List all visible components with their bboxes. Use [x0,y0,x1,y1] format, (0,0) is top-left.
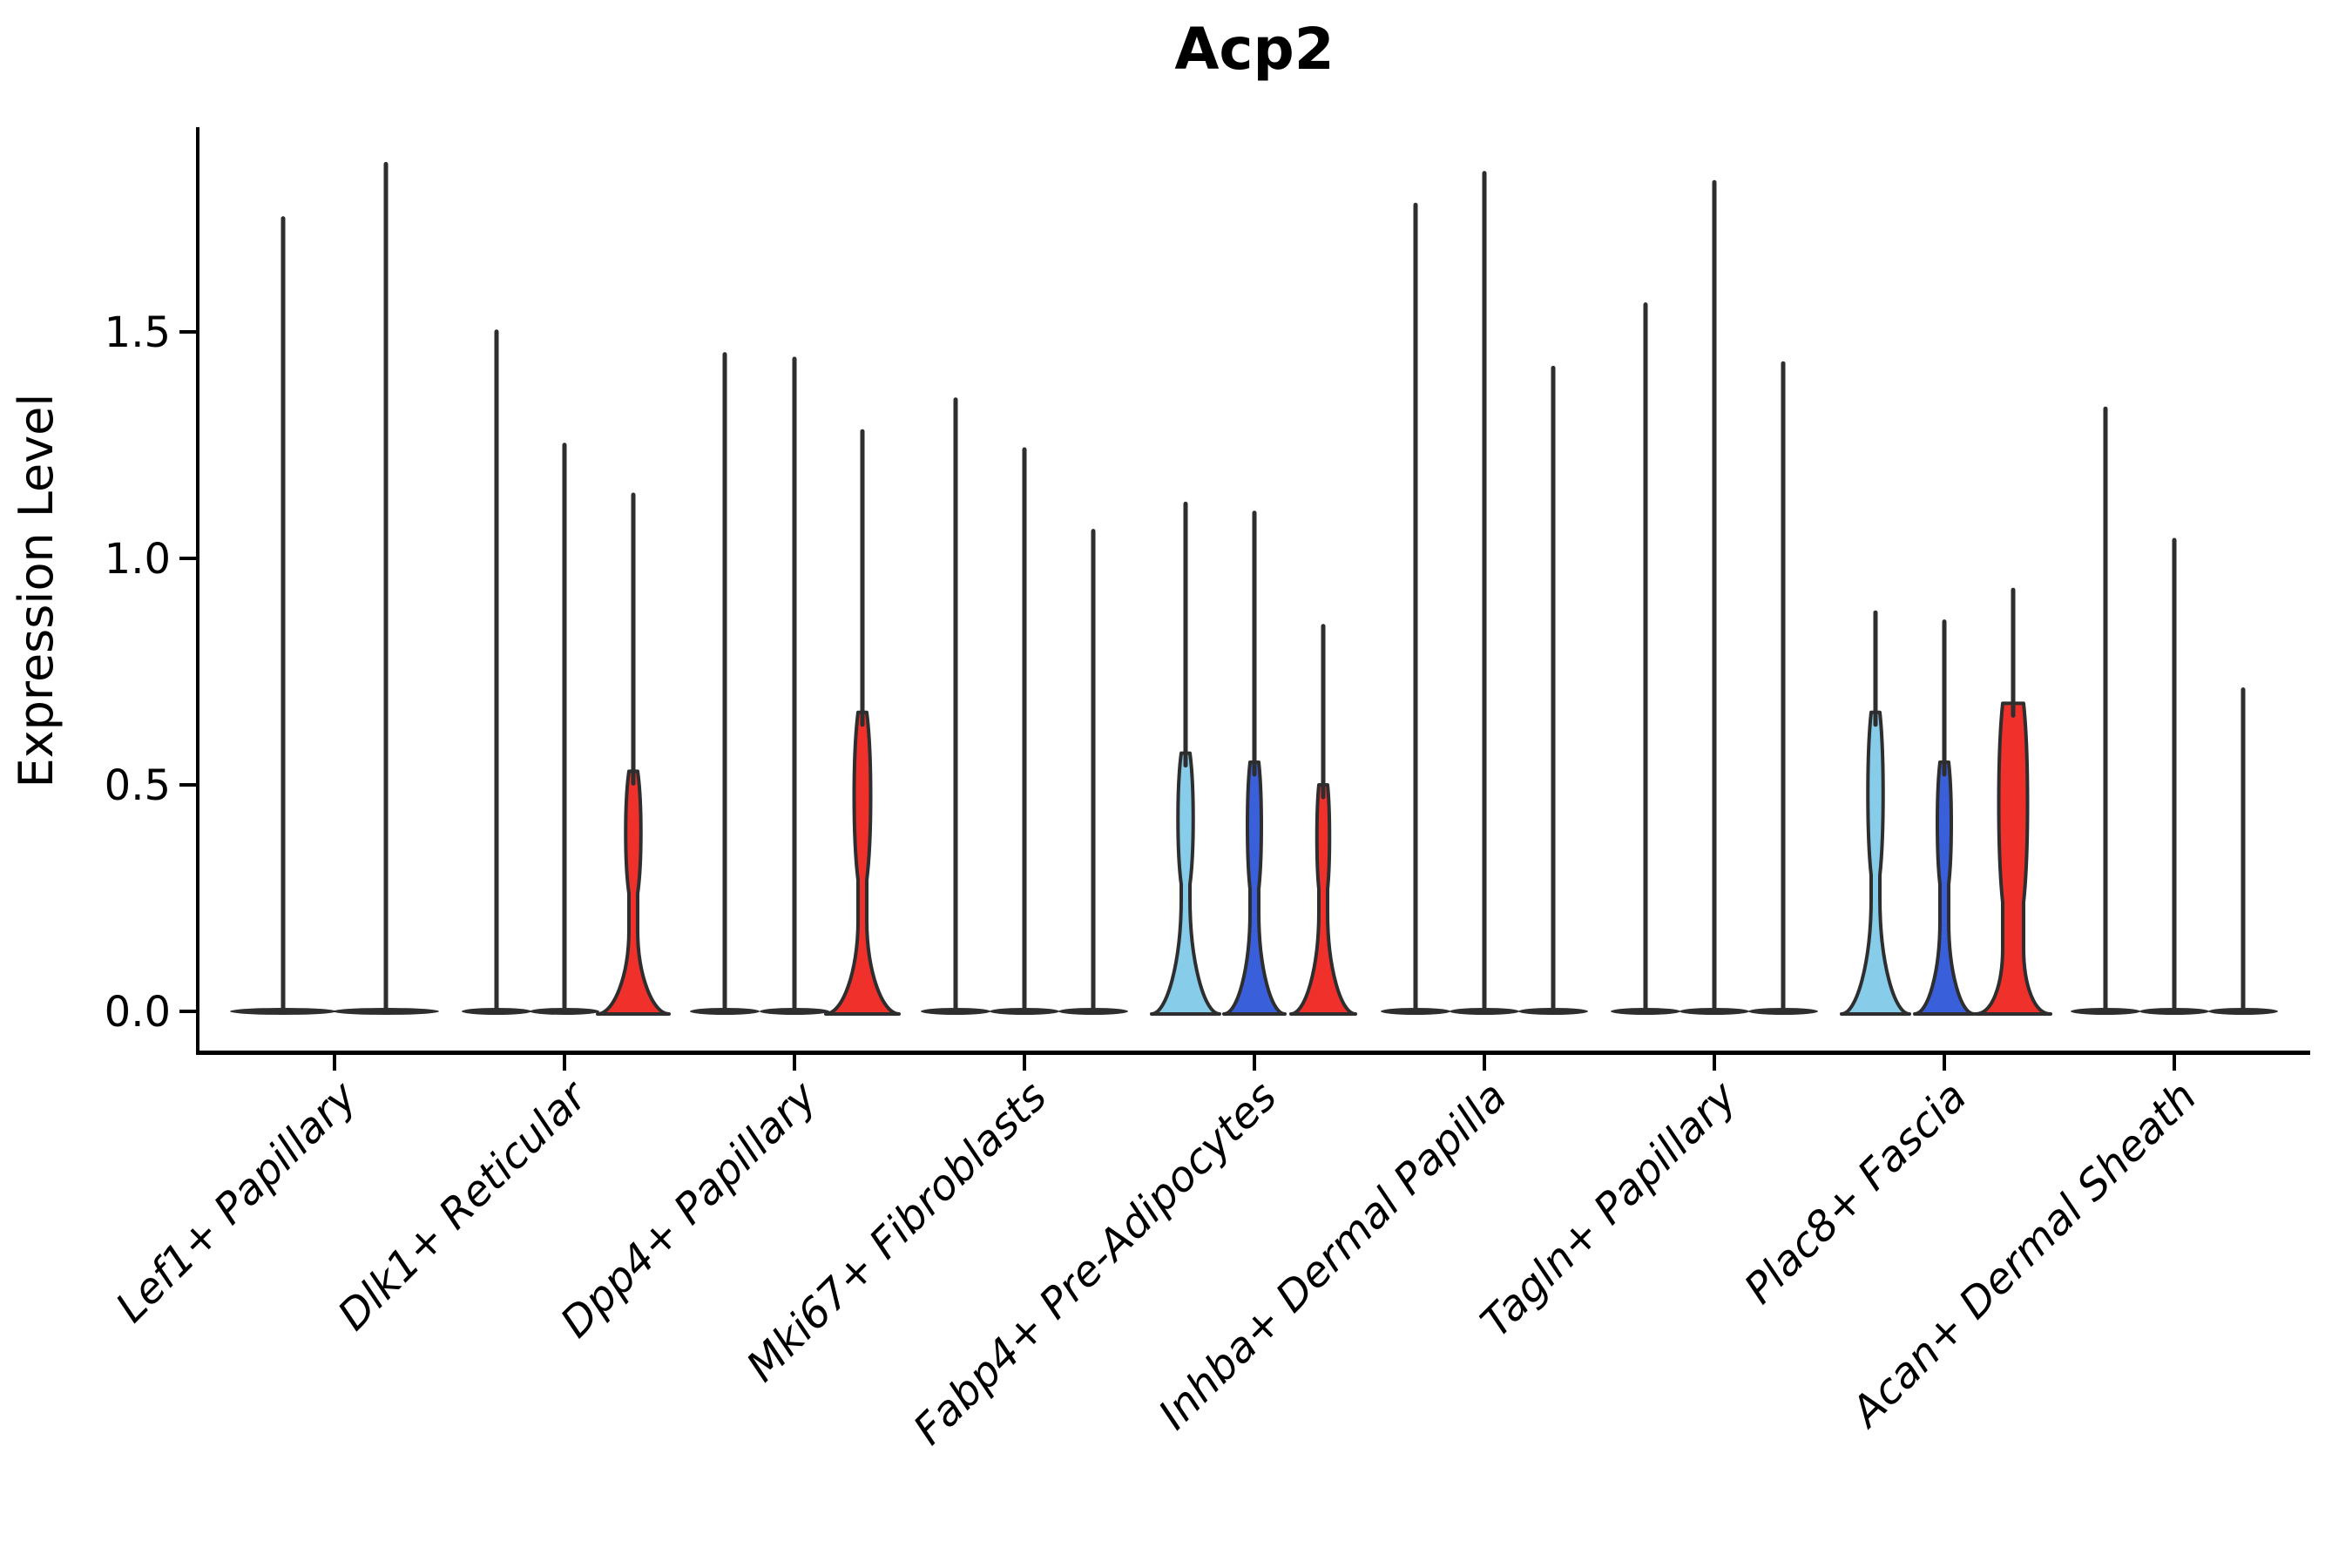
y-tick-label: 0.0 [105,988,171,1037]
violin-baseline [333,1008,439,1015]
x-tick-label: Dpp4+ Papillary [551,1071,827,1347]
violin-baseline [921,1008,990,1015]
chart-title: Acp2 [1174,16,1335,83]
violins-layer [230,161,2278,1016]
y-ticks-layer: 0.0 0.5 1.0 1.5 [105,308,198,1037]
violin-baseline [1748,1008,1818,1015]
x-tick-label: Lef1+ Papillary [106,1071,367,1332]
violin-body [1222,760,1287,1016]
x-tick-label: Plac8+ Fascia [1735,1072,1977,1314]
x-tick-label: Tagln+ Papillary [1471,1071,1747,1347]
violin-baseline [1058,1008,1128,1015]
x-tick-label: Fabp4+ Pre-Adipocytes [904,1072,1287,1455]
violin-baseline [1381,1008,1450,1015]
y-tick-label: 1.5 [105,308,171,357]
violin-baseline [760,1008,829,1015]
violin-body [1974,701,2052,1016]
y-axis-spine [196,127,199,1055]
violin-body [1913,760,1976,1016]
violin-baseline [2208,1008,2278,1015]
violin-baseline [2139,1008,2209,1015]
violin-baseline [462,1008,531,1015]
violin-baseline [1680,1008,1749,1015]
violin-body [596,769,671,1016]
violin-body [1150,751,1221,1016]
y-tick-label: 1.0 [105,535,171,584]
y-axis-title: Expression Level [9,394,64,788]
violin-baseline [1518,1008,1588,1015]
x-axis-spine [196,1051,2310,1055]
x-tick-label: Dlk1+ Reticular [328,1071,598,1341]
violin-baseline [1611,1008,1680,1015]
violin-baseline [690,1008,760,1015]
violin-baseline [990,1008,1059,1015]
violin-body [1289,783,1357,1016]
y-tick-label: 0.5 [105,761,171,810]
violin-baseline [230,1008,336,1015]
violin-body [1840,710,1911,1016]
violin-baseline [530,1008,599,1015]
violin-body [824,710,901,1016]
violin-baseline [1450,1008,1519,1015]
violin-baseline [2071,1008,2140,1015]
